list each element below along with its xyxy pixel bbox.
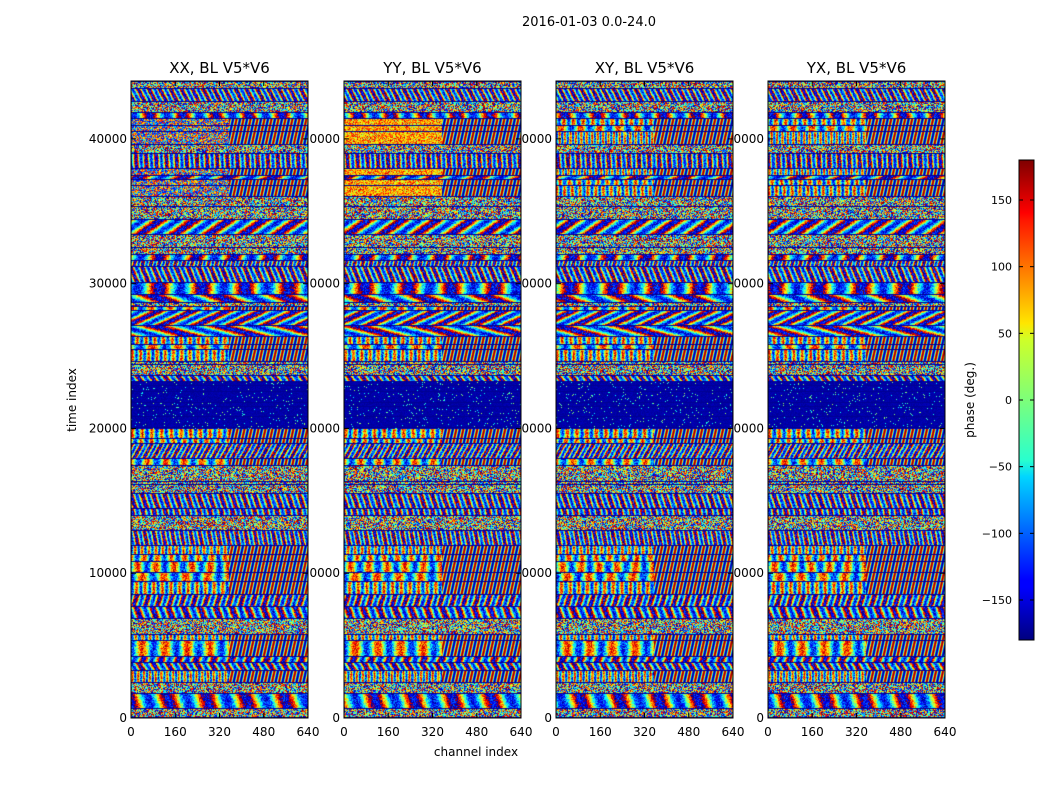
x-tick-label: 320	[421, 725, 444, 739]
x-tick-label: 160	[589, 725, 612, 739]
panel: YX, BL V5*V60 160 320 480 640000000000000000…	[733, 59, 956, 739]
figure-suptitle: 2016-01-03 0.0-24.0	[522, 15, 656, 30]
x-tick-label: 320	[208, 725, 231, 739]
y-tick-label: 0000	[521, 421, 552, 435]
y-axis-label: time index	[65, 368, 79, 432]
x-tick-label: 640	[297, 725, 320, 739]
panel-title: XX, BL V5*V6	[169, 59, 270, 77]
x-tick-label: 160	[377, 725, 400, 739]
x-tick-label: 0	[764, 725, 772, 739]
y-tick-label: 10000	[89, 566, 127, 580]
x-axis-label: channel index	[434, 745, 518, 759]
y-tick-label: 20000	[89, 421, 127, 435]
y-tick-label: 0	[544, 711, 552, 725]
panel-title: YY, BL V5*V6	[382, 59, 481, 77]
colorbar-label: phase (deg.)	[963, 362, 977, 438]
y-tick-label: 0	[332, 711, 340, 725]
colorbar-tick-label: 150	[991, 194, 1012, 207]
y-tick-label: 0000	[733, 132, 764, 146]
phase-heatmap	[344, 81, 521, 718]
phase-heatmap	[131, 81, 308, 718]
colorbar-tick-label: 100	[991, 261, 1012, 274]
x-tick-label: 480	[889, 725, 912, 739]
panel-title: YX, BL V5*V6	[806, 59, 907, 77]
y-tick-label: 0000	[521, 277, 552, 291]
y-tick-label: 30000	[89, 277, 127, 291]
y-tick-label: 0000	[309, 277, 340, 291]
colorbar: −150 −100 −50 0 50 100 150 phase (deg.)	[963, 159, 1035, 641]
colorbar-tick-label: 0	[1005, 394, 1012, 407]
x-tick-label: 640	[934, 725, 957, 739]
y-tick-label: 0000	[521, 566, 552, 580]
panel: XY, BL V5*V60 160 320 480 640000000000000000…	[521, 59, 744, 739]
y-tick-label: 0000	[521, 132, 552, 146]
colorbar-tick-label: −150	[982, 594, 1012, 607]
colorbar-tick-label: 50	[998, 327, 1012, 340]
y-tick-label: 0000	[733, 277, 764, 291]
x-tick-label: 320	[633, 725, 656, 739]
x-tick-label: 480	[252, 725, 275, 739]
y-tick-label: 0000	[309, 421, 340, 435]
x-tick-label: 320	[845, 725, 868, 739]
x-tick-label: 640	[510, 725, 533, 739]
y-tick-label: 0000	[309, 566, 340, 580]
x-tick-label: 0	[552, 725, 560, 739]
phase-heatmap	[556, 81, 733, 718]
y-tick-label: 0	[756, 711, 764, 725]
colorbar-ticks: −150 −100 −50 0 50 100 150	[982, 194, 1034, 607]
panel: XX, BL V5*V6 0 160 320 480 640 0 10000 20000 3000…	[89, 59, 320, 739]
x-tick-label: 480	[465, 725, 488, 739]
colorbar-tick-label: −50	[989, 461, 1012, 474]
y-tick-label: 0000	[733, 566, 764, 580]
y-tick-label: 40000	[89, 132, 127, 146]
x-tick-label: 480	[677, 725, 700, 739]
y-tick-label: 0000	[309, 132, 340, 146]
x-tick-label: 0	[340, 725, 348, 739]
panel: YY, BL V5*V60 160 320 480 640000000000000000…	[309, 59, 532, 739]
panels: XX, BL V5*V6 0 160 320 480 640 0 10000 20000 3000…	[89, 59, 957, 739]
x-tick-label: 160	[801, 725, 824, 739]
x-tick-label: 640	[722, 725, 745, 739]
x-tick-label: 0	[127, 725, 135, 739]
colorbar-tick-label: −100	[982, 527, 1012, 540]
panel-title: XY, BL V5*V6	[595, 59, 695, 77]
x-tick-label: 160	[164, 725, 187, 739]
y-tick-label: 0000	[733, 421, 764, 435]
y-tick-label: 0	[119, 711, 127, 725]
phase-heatmap	[768, 81, 945, 718]
